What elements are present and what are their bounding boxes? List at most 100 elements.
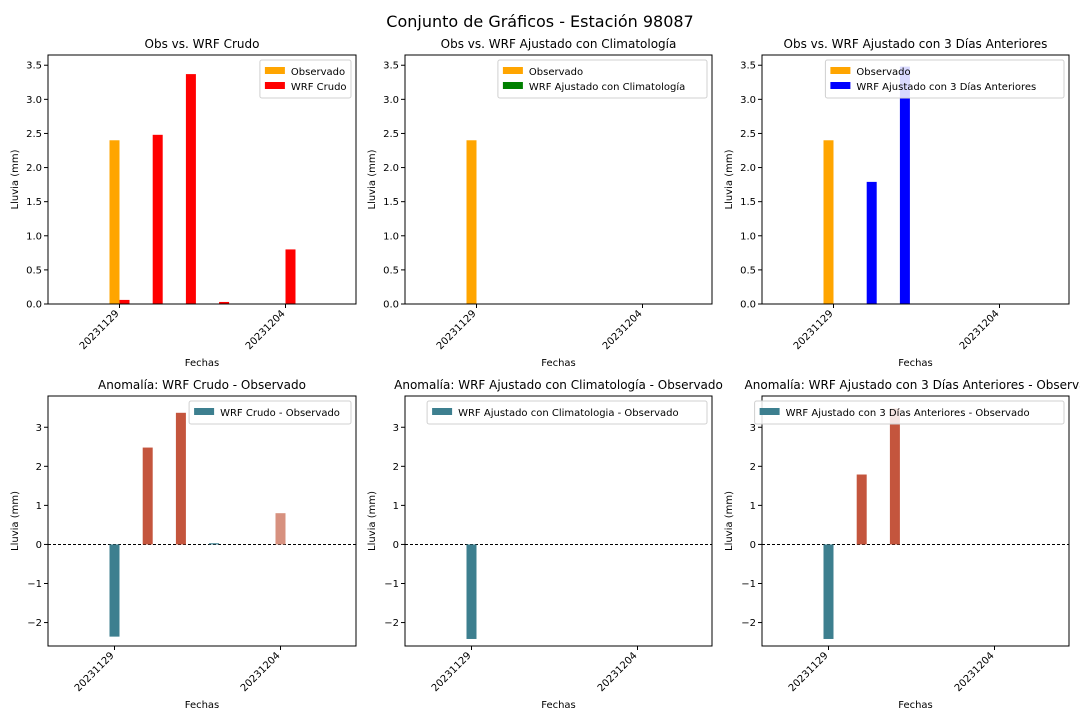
y-tick-label: −2 bbox=[741, 618, 756, 629]
x-tick-label: 20231204 bbox=[596, 650, 640, 694]
y-tick-label: 2.5 bbox=[740, 129, 756, 140]
subplot-title: Anomalía: WRF Crudo - Observado bbox=[98, 378, 306, 392]
y-tick-label: 3.0 bbox=[740, 95, 756, 106]
legend-label: WRF Ajustado con 3 Días Anteriores bbox=[856, 81, 1036, 93]
legend-label: Observado bbox=[856, 67, 910, 78]
y-axis-label: Lluvia (mm) bbox=[367, 491, 378, 551]
x-axis-label: Fechas bbox=[185, 358, 220, 369]
bar-wrf-20231201 bbox=[899, 66, 910, 304]
bar-anomaly-20231129 bbox=[109, 544, 120, 637]
y-tick-label: 1 bbox=[750, 501, 756, 512]
legend-label: WRF Ajustado con Climatologia - Observad… bbox=[458, 408, 679, 419]
legend-swatch bbox=[432, 408, 453, 415]
bar-anomaly-20231202 bbox=[209, 543, 220, 545]
legend-box bbox=[824, 59, 1065, 99]
legend: Observado WRF Crudo bbox=[259, 59, 352, 99]
y-axis-label: Lluvia (mm) bbox=[724, 491, 735, 551]
subplot-title: Anomalía: WRF Ajustado con 3 Días Anteri… bbox=[745, 378, 1080, 392]
x-tick-label: 20231129 bbox=[430, 650, 474, 694]
y-axis-label: Lluvia (mm) bbox=[367, 149, 378, 209]
y-tick-label: 3.5 bbox=[383, 61, 399, 72]
bar-observado-20231129 bbox=[109, 140, 120, 304]
bar-wrf-20231202 bbox=[219, 301, 230, 304]
y-tick-label: 1 bbox=[36, 501, 42, 512]
legend-swatch bbox=[830, 67, 851, 74]
x-axis-label: Fechas bbox=[185, 700, 220, 711]
legend-label: Observado bbox=[529, 67, 583, 78]
subplot-title: Obs vs. WRF Ajustado con 3 Días Anterior… bbox=[784, 37, 1048, 51]
legend-box bbox=[754, 400, 1065, 425]
legend-label: WRF Ajustado con 3 Días Anteriores - Obs… bbox=[786, 407, 1030, 419]
subplot-title: Anomalía: WRF Ajustado con Climatología … bbox=[394, 378, 723, 392]
x-tick-label: 20231129 bbox=[787, 650, 831, 694]
y-tick-label: 0.0 bbox=[740, 300, 756, 311]
y-tick-label: −1 bbox=[27, 579, 42, 590]
subplot-5: Anomalía: WRF Ajustado con Climatología … bbox=[367, 378, 723, 711]
y-tick-label: −1 bbox=[741, 579, 756, 590]
x-tick-label: 20231204 bbox=[958, 308, 1002, 352]
legend-label: WRF Ajustado con Climatología bbox=[529, 81, 685, 93]
x-tick-label: 20231129 bbox=[78, 308, 122, 352]
y-tick-label: 2 bbox=[750, 462, 756, 473]
legend-box bbox=[188, 400, 352, 425]
x-tick-label: 20231129 bbox=[73, 650, 117, 694]
y-tick-label: 3.5 bbox=[740, 61, 756, 72]
x-tick-label: 20231204 bbox=[239, 650, 283, 694]
y-tick-label: 2.0 bbox=[26, 163, 42, 174]
bar-anomaly-20231204 bbox=[275, 513, 286, 545]
y-tick-label: 2 bbox=[36, 462, 42, 473]
bar-anomaly-20231130 bbox=[142, 447, 153, 545]
y-axis-label: Lluvia (mm) bbox=[10, 149, 21, 209]
subplot-3: Obs vs. WRF Ajustado con 3 Días Anterior… bbox=[724, 37, 1070, 369]
y-tick-label: 1 bbox=[393, 501, 399, 512]
y-tick-label: 1.0 bbox=[740, 231, 756, 242]
legend-box bbox=[426, 400, 708, 425]
subplot-4: Anomalía: WRF Crudo - Observado −2 −1 0 1 2 3 2… bbox=[10, 378, 357, 711]
legend-swatch bbox=[830, 82, 851, 89]
legend-box bbox=[497, 59, 708, 99]
y-tick-label: 2.0 bbox=[383, 163, 399, 174]
y-tick-label: 3.5 bbox=[26, 61, 42, 72]
bar-wrf-20231129 bbox=[119, 299, 130, 304]
legend-swatch bbox=[264, 67, 285, 74]
y-tick-label: 2 bbox=[393, 462, 399, 473]
bar-anomaly-20231130 bbox=[856, 474, 867, 545]
axes-frame bbox=[47, 395, 357, 647]
legend: Observado WRF Ajustado con Climatología bbox=[497, 59, 708, 99]
y-tick-label: 0.5 bbox=[26, 265, 42, 276]
x-axis-label: Fechas bbox=[541, 700, 576, 711]
y-tick-label: 2.0 bbox=[740, 163, 756, 174]
x-tick-label: 20231204 bbox=[601, 308, 645, 352]
legend-swatch bbox=[264, 82, 285, 89]
subplot-6: Anomalía: WRF Ajustado con 3 Días Anteri… bbox=[724, 378, 1080, 711]
bar-anomaly-20231201 bbox=[889, 408, 900, 545]
bar-wrf-20231204 bbox=[285, 249, 296, 304]
y-axis-label: Lluvia (mm) bbox=[10, 491, 21, 551]
y-tick-label: 0.5 bbox=[383, 265, 399, 276]
x-axis-label: Fechas bbox=[541, 358, 576, 369]
y-tick-label: 3 bbox=[393, 423, 399, 434]
y-tick-label: 0.0 bbox=[26, 300, 42, 311]
y-tick-label: 3 bbox=[750, 423, 756, 434]
bar-wrf-20231130 bbox=[866, 181, 877, 304]
bar-anomaly-20231129 bbox=[823, 544, 834, 639]
legend-label: Observado bbox=[291, 67, 345, 78]
legend: WRF Crudo - Observado bbox=[188, 400, 352, 425]
y-tick-label: 0.0 bbox=[383, 300, 399, 311]
axes-frame bbox=[761, 395, 1070, 647]
x-tick-label: 20231129 bbox=[435, 308, 479, 352]
x-tick-label: 20231204 bbox=[244, 308, 288, 352]
legend-swatch bbox=[759, 408, 780, 415]
subplot-title: Obs vs. WRF Crudo bbox=[145, 37, 260, 51]
axes-frame bbox=[404, 54, 713, 305]
legend-swatch bbox=[502, 82, 523, 89]
axes-frame bbox=[404, 395, 713, 647]
legend: WRF Ajustado con Climatologia - Observad… bbox=[426, 400, 708, 425]
y-tick-label: 0.5 bbox=[740, 265, 756, 276]
axes-frame bbox=[47, 54, 357, 305]
legend: Observado WRF Ajustado con 3 Días Anterio… bbox=[824, 59, 1065, 99]
y-tick-label: 3.0 bbox=[383, 95, 399, 106]
bar-anomaly-20231129 bbox=[466, 544, 477, 639]
y-tick-label: 1.5 bbox=[26, 197, 42, 208]
y-axis-label: Lluvia (mm) bbox=[724, 149, 735, 209]
